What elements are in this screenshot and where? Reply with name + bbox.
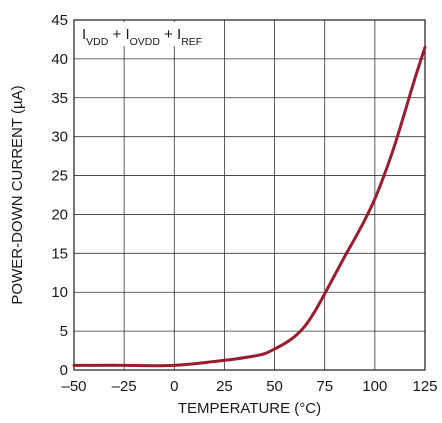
x-axis-title: TEMPERATURE (°C) xyxy=(178,400,321,417)
x-tick-label: 25 xyxy=(216,378,233,395)
x-tick-label: 125 xyxy=(412,378,437,395)
y-tick-label: 30 xyxy=(51,129,68,146)
plot-frame xyxy=(73,19,426,371)
y-tick-label: 40 xyxy=(51,51,68,68)
y-tick-label: 25 xyxy=(51,168,68,185)
y-tick-labels: 0 5 10 15 20 25 30 35 40 45 xyxy=(51,12,68,379)
y-tick-label: 0 xyxy=(60,362,68,379)
x-tick-label: 100 xyxy=(362,378,387,395)
x-tick-label: 75 xyxy=(316,378,333,395)
x-tick-labels: –50 –25 0 25 50 75 100 125 xyxy=(61,378,437,395)
legend-sub-2: REF xyxy=(181,36,202,48)
legend-main-2: + I xyxy=(160,26,181,43)
y-tick-label: 45 xyxy=(51,12,68,29)
series-layer xyxy=(72,45,427,368)
x-tick-label: –25 xyxy=(112,378,137,395)
legend-label: IVDD + IOVDD + IREF xyxy=(82,26,202,48)
y-tick-label: 20 xyxy=(51,206,68,223)
y-tick-label: 10 xyxy=(51,284,68,301)
y-tick-label: 35 xyxy=(51,90,68,107)
legend-background xyxy=(76,22,211,46)
x-tick-label: 50 xyxy=(266,378,283,395)
legend-sub-1: OVDD xyxy=(130,36,161,48)
y-axis-title: POWER-DOWN CURRENT (µA) xyxy=(9,85,26,304)
series-line xyxy=(72,45,427,368)
grid xyxy=(74,20,425,370)
x-tick-label: 0 xyxy=(170,378,178,395)
legend-main-0: I xyxy=(82,26,86,43)
y-tick-label: 15 xyxy=(51,245,68,262)
y-tick-label: 5 xyxy=(60,323,68,340)
x-tick-label: –50 xyxy=(61,378,86,395)
legend-sub-0: VDD xyxy=(86,36,109,48)
legend-main-1: + I xyxy=(108,26,129,43)
